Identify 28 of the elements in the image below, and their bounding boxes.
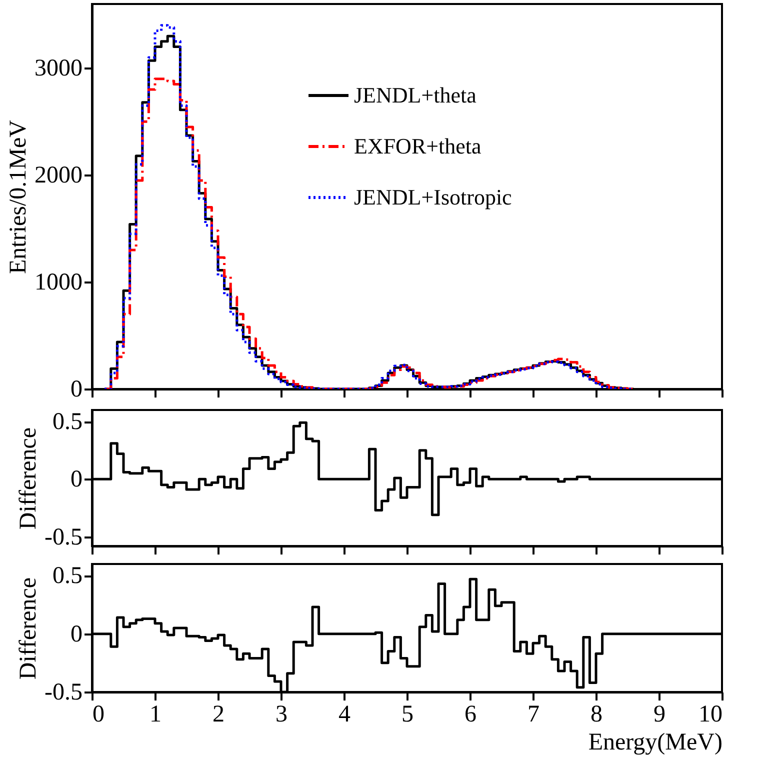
y-tick-label: 1000 xyxy=(34,270,82,296)
y-axis-title: Difference xyxy=(16,577,42,680)
y-tick-label: 0 xyxy=(70,466,82,493)
x-tick-label: 0 xyxy=(92,702,104,728)
y-tick-label: -0.5 xyxy=(44,524,82,550)
legend-label: JENDL+Isotropic xyxy=(354,184,512,210)
y-tick-label: 0.5 xyxy=(52,409,82,436)
x-tick-label: 10 xyxy=(698,702,722,728)
x-tick-label: 4 xyxy=(338,702,350,728)
x-tick-label: 3 xyxy=(276,702,288,728)
x-tick-label: 7 xyxy=(528,702,540,728)
x-tick-label: 6 xyxy=(464,702,476,728)
x-tick-label: 5 xyxy=(402,702,414,728)
y-tick-label: -0.5 xyxy=(44,680,82,706)
x-tick-label: 9 xyxy=(654,702,666,728)
y-tick-label: 0 xyxy=(70,376,82,402)
legend-label: JENDL+theta xyxy=(354,82,477,108)
y-axis-title: Difference xyxy=(16,427,42,530)
x-axis-title: Energy(MeV) xyxy=(588,730,722,756)
y-tick-label: 0.5 xyxy=(52,563,82,590)
x-tick-label: 2 xyxy=(212,702,224,728)
x-tick-label: 1 xyxy=(150,702,162,728)
y-tick-label: 0 xyxy=(70,621,82,648)
y-tick-label: 3000 xyxy=(34,56,82,82)
legend-label: EXFOR+theta xyxy=(354,134,482,158)
y-tick-label: 2000 xyxy=(34,162,82,189)
x-tick-label: 8 xyxy=(590,702,602,728)
y-axis-title: Entries/0.1MeV xyxy=(6,119,32,274)
